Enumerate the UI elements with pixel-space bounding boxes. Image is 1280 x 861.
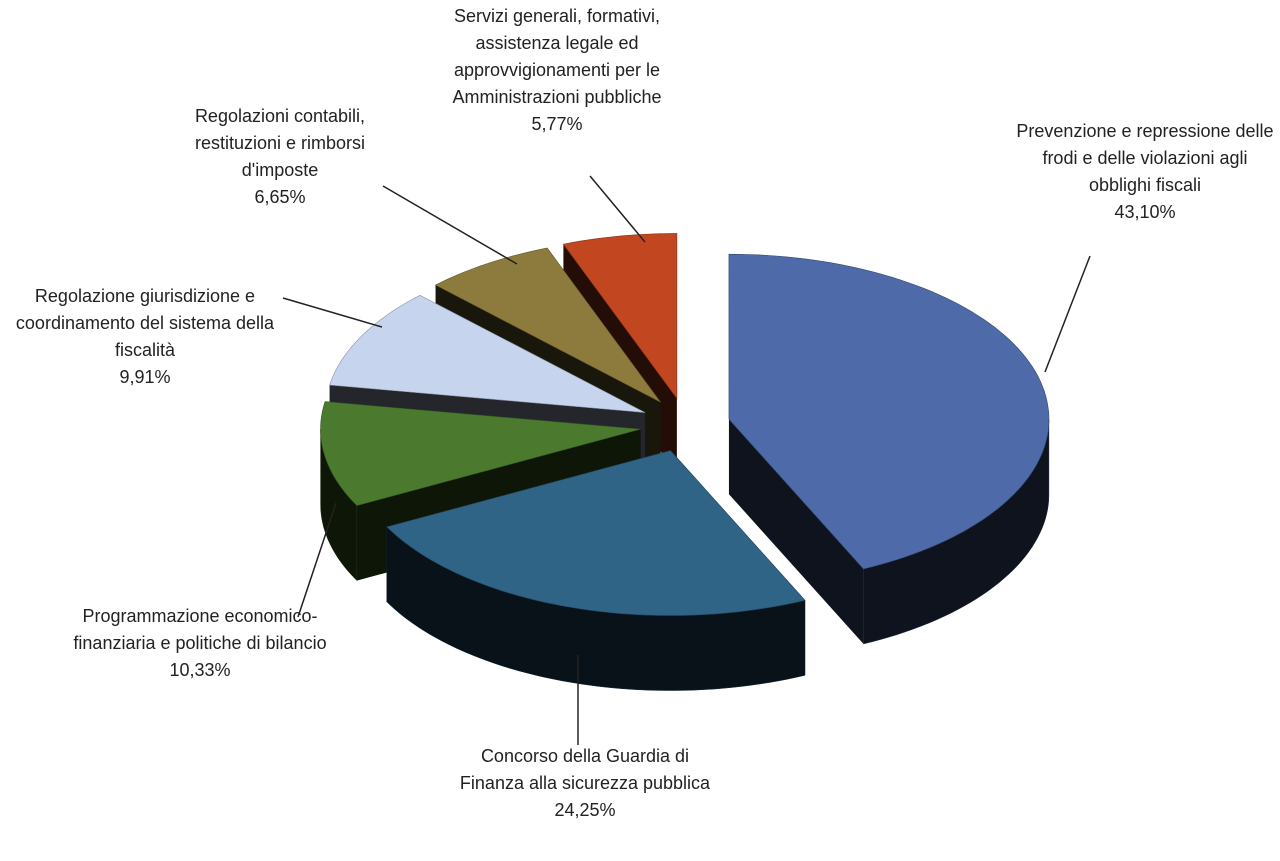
pie-slice [386, 450, 806, 616]
leader-line [282, 297, 383, 328]
category-label: Regolazioni contabili, restituzioni e ri… [194, 106, 366, 180]
category-label: Servizi generali, formativi, assistenza … [452, 6, 662, 107]
value-label: 6,65% [254, 187, 306, 207]
value-label: 10,33% [169, 660, 231, 680]
value-label: 43,10% [1114, 202, 1176, 222]
pie-slice [562, 233, 678, 400]
leader-line [589, 175, 646, 243]
slice-label: Servizi generali, formativi, assistenza … [412, 3, 702, 138]
slice-radial-wall [728, 419, 864, 644]
value-label: 24,25% [554, 800, 616, 820]
slice-label: Regolazioni contabili, restituzioni e ri… [165, 103, 395, 211]
slice-tops [320, 233, 1050, 616]
pie-slice [728, 253, 1050, 570]
value-label: 5,77% [531, 114, 583, 134]
category-label: Prevenzione e repressione delle frodi e … [1016, 121, 1274, 195]
value-label: 9,91% [119, 367, 171, 387]
slice-label: Regolazione giurisdizione e coordinament… [5, 283, 285, 391]
leader-line [297, 502, 337, 618]
category-label: Programmazione economico-finanziaria e p… [73, 606, 327, 653]
category-label: Regolazione giurisdizione e coordinament… [15, 286, 275, 360]
pie-slice [329, 294, 646, 413]
slice-label: Programmazione economico-finanziaria e p… [70, 603, 330, 684]
leader-line [382, 185, 518, 265]
slice-label: Prevenzione e repressione delle frodi e … [1010, 118, 1280, 226]
slice-label: Concorso della Guardia di Finanza alla s… [450, 743, 720, 824]
pie-slice [434, 247, 661, 403]
category-label: Concorso della Guardia di Finanza alla s… [459, 746, 711, 793]
pie-slice [320, 401, 641, 506]
leader-line [1044, 255, 1091, 373]
